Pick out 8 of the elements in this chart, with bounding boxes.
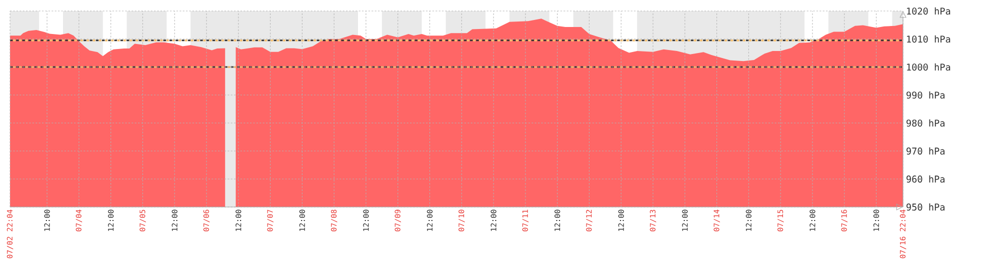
y-tick-label: 950 hPa xyxy=(906,203,944,211)
y-tick-label: 1010 hPa xyxy=(907,35,950,43)
y-tick-label: 980 hPa xyxy=(906,119,944,127)
y-tick-label: 990 hPa xyxy=(906,91,944,99)
y-tick-label: 960 hPa xyxy=(906,175,944,183)
y-tick-label: 1020 hPa xyxy=(907,7,950,15)
y-tick-label: 970 hPa xyxy=(906,147,944,155)
y-tick-label: 1000 hPa xyxy=(907,63,950,71)
